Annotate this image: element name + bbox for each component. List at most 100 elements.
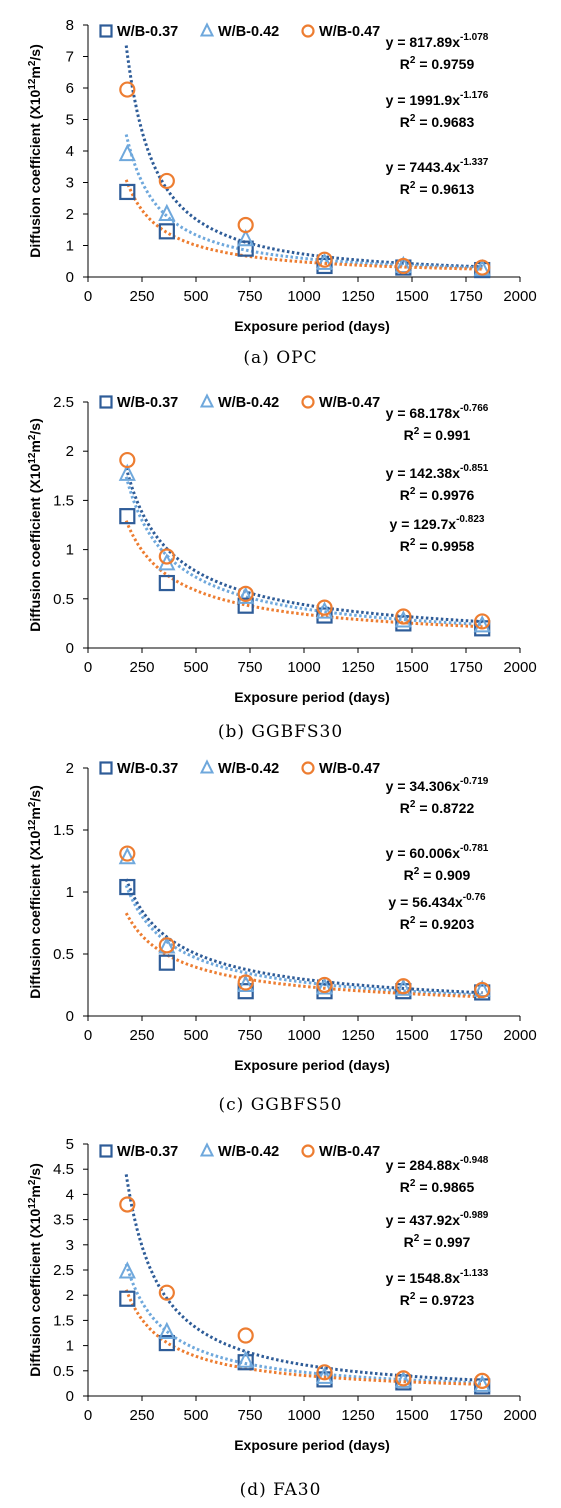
r-squared: R2 = 0.9865: [400, 1178, 475, 1195]
data-point-w-b-0-42: [473, 1374, 491, 1392]
data-point-w-b-0-42: [158, 1321, 176, 1339]
y-tick-label: 4.5: [53, 1161, 74, 1178]
fit-equation: y = 142.38x-0.851: [386, 463, 489, 481]
x-tick-label: 1500: [395, 1027, 428, 1044]
y-tick-label: 1: [66, 1338, 74, 1355]
data-point-w-b-0-37: [119, 508, 136, 525]
data-point-w-b-0-47: [316, 976, 333, 994]
r-squared: R2 = 0.9613: [400, 180, 475, 197]
legend-label: W/B-0.42: [218, 24, 279, 40]
x-tick-label: 500: [183, 288, 208, 305]
y-tick-label: 2: [66, 443, 74, 460]
trendline-w-b-0-37: [124, 878, 483, 995]
data-point-w-b-0-37: [316, 1371, 333, 1388]
data-point-w-b-0-47: [237, 974, 254, 991]
data-point-w-b-0-42: [315, 977, 334, 995]
chart-svg-b: 0 250 500 750 1000 1250 1500 1750 2000 0 0.5 1 1.5 2 2…: [27, 393, 537, 705]
y-tick-label: 1: [66, 238, 74, 255]
y-tick-label: 0.5: [53, 1363, 74, 1380]
fit-equation-group: y = 1548.8x-1.133 R2 = 0.9723: [386, 1268, 489, 1308]
legend: W/B-0.37 W/B-0.42 W/B-0.47: [99, 1142, 380, 1160]
x-axis-label: Exposure period (days): [234, 318, 390, 334]
x-tick-label: 500: [183, 1407, 208, 1424]
data-point-w-b-0-47: [474, 981, 491, 999]
data-point-w-b-0-42: [473, 615, 491, 633]
x-tick-label: 1500: [395, 1407, 428, 1424]
r-squared: R2 = 0.9976: [400, 486, 475, 503]
legend-label: W/B-0.47: [319, 1144, 380, 1160]
trendline-w-b-0-42: [124, 134, 483, 270]
data-point-w-b-0-47: [119, 1196, 136, 1213]
data-point-w-b-0-37: [119, 878, 136, 896]
x-tick-label: 750: [237, 1027, 262, 1044]
legend-marker: [199, 393, 215, 408]
fit-equation: y = 34.306x-0.719: [386, 776, 489, 794]
data-point-w-b-0-42: [158, 203, 176, 221]
chart-caption-a: (a) OPC: [243, 348, 318, 368]
data-point-w-b-0-37: [158, 1334, 175, 1352]
data-point-w-b-0-42: [315, 252, 334, 270]
data-point-w-b-0-37: [395, 615, 412, 632]
legend-label: W/B-0.47: [319, 24, 380, 40]
data-point-w-b-0-37: [158, 574, 175, 592]
r-squared: R2 = 0.9203: [400, 915, 475, 932]
y-tick-label: 5: [66, 1136, 74, 1153]
fit-equation: y = 1548.8x-1.133: [386, 1268, 489, 1286]
data-point-w-b-0-37: [474, 1378, 491, 1395]
x-axis-label: Exposure period (days): [234, 1057, 390, 1073]
y-tick-label: 0: [66, 269, 74, 286]
legend-marker: [99, 395, 113, 409]
fit-equation: y = 129.7x-0.823: [390, 514, 485, 532]
data-point-w-b-0-37: [316, 257, 333, 275]
x-tick-label: 0: [84, 659, 92, 676]
x-tick-label: 1250: [341, 659, 374, 676]
legend: W/B-0.37 W/B-0.42 W/B-0.47: [99, 393, 380, 411]
data-point-w-b-0-47: [316, 599, 333, 616]
y-tick-label: 1: [66, 542, 74, 559]
legend-label: W/B-0.47: [319, 395, 380, 411]
chart-svg-c: 0 250 500 750 1000 1250 1500 1750 2000 0 0.5 1 1.5 2 E…: [27, 759, 537, 1073]
x-tick-label: 0: [84, 1407, 92, 1424]
legend-marker: [99, 761, 113, 775]
y-tick-label: 4: [66, 1186, 74, 1203]
x-tick-label: 500: [183, 659, 208, 676]
chart-panel-d: 0 250 500 750 1000 1250 1500 1750 2000 0 0.5 1 1.5 2 2…: [0, 1128, 561, 1508]
y-tick-label: 1.5: [53, 492, 74, 509]
y-tick-label: 2: [66, 760, 74, 777]
fit-equation: y = 68.178x-0.766: [386, 403, 489, 421]
chart-panel-b: 0 250 500 750 1000 1250 1500 1750 2000 0 0.5 1 1.5 2 2…: [0, 372, 561, 750]
legend-label: W/B-0.42: [218, 1144, 279, 1160]
trendline-w-b-0-37: [124, 45, 483, 269]
y-tick-label: 3: [66, 1237, 74, 1254]
y-tick-label: 8: [66, 17, 74, 34]
x-tick-label: 1250: [341, 1407, 374, 1424]
fit-equation-group: y = 56.434x-0.76 R2 = 0.9203: [388, 892, 486, 932]
legend-label: W/B-0.42: [218, 761, 279, 777]
trendline-w-b-0-42: [124, 884, 483, 997]
r-squared: R2 = 0.8722: [400, 799, 475, 816]
y-tick-label: 3: [66, 175, 74, 192]
r-squared: R2 = 0.997: [404, 1233, 471, 1250]
x-tick-label: 0: [84, 1027, 92, 1044]
fit-equation-group: y = 34.306x-0.719 R2 = 0.8722: [386, 776, 489, 816]
data-point-w-b-0-42: [237, 228, 255, 247]
trendline-w-b-0-37: [124, 467, 483, 624]
r-squared: R2 = 0.991: [404, 426, 471, 443]
x-tick-label: 1750: [449, 288, 482, 305]
data-point-w-b-0-37: [237, 597, 254, 614]
x-tick-label: 1000: [287, 659, 320, 676]
x-tick-label: 2000: [503, 288, 536, 305]
y-tick-label: 0: [66, 1388, 74, 1405]
legend-marker: [301, 395, 315, 409]
data-point-w-b-0-42: [315, 601, 334, 619]
fit-equation: y = 7443.4x-1.337: [386, 157, 489, 175]
x-tick-label: 1500: [395, 288, 428, 305]
data-point-w-b-0-37: [119, 183, 136, 201]
legend-marker: [301, 761, 315, 775]
y-tick-label: 6: [66, 80, 74, 97]
y-tick-label: 1: [66, 884, 74, 901]
data-point-w-b-0-37: [237, 240, 254, 257]
x-tick-label: 250: [129, 1027, 154, 1044]
data-point-w-b-0-42: [394, 1370, 412, 1388]
r-squared: R2 = 0.9958: [400, 537, 475, 554]
